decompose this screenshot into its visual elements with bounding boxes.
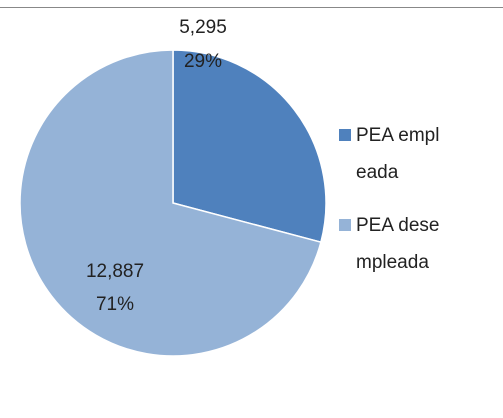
data-label: 5,295 <box>179 17 227 38</box>
legend-swatch <box>339 129 351 141</box>
legend-item: PEA desempleada <box>339 207 449 281</box>
legend-label: PEA empleada <box>356 125 440 183</box>
legend-item: PEA empleada <box>339 117 449 191</box>
pie-slice <box>172 49 327 244</box>
legend-swatch <box>339 219 351 231</box>
percent-label: 71% <box>96 294 134 315</box>
percent-label: 29% <box>184 51 222 72</box>
pie-slice <box>19 49 322 357</box>
legend-label: PEA desempleada <box>356 215 440 273</box>
data-label: 12,887 <box>86 261 144 282</box>
